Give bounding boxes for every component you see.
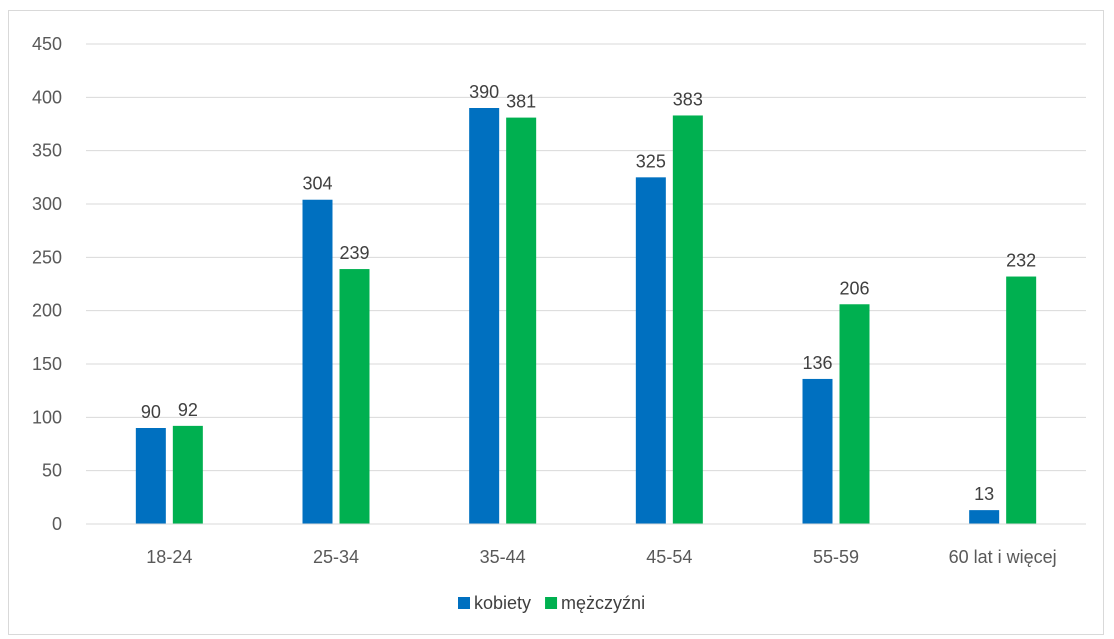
bars: [135, 108, 1037, 525]
y-tick-label: 150: [32, 354, 62, 374]
legend-swatch: [545, 597, 558, 609]
data-label: 90: [141, 402, 161, 422]
data-label: 206: [839, 278, 869, 298]
bar-mezczyzni: [172, 425, 203, 524]
y-tick-label: 200: [32, 301, 62, 321]
y-tick-label: 250: [32, 247, 62, 267]
legend-label: mężczyźni: [561, 593, 645, 613]
bar-mezczyzni: [506, 117, 537, 524]
legend-swatch: [458, 597, 470, 609]
bar-mezczyzni: [339, 269, 370, 524]
y-tick-label: 400: [32, 87, 62, 107]
x-tick-label: 45-54: [646, 547, 692, 567]
bar-mezczyzni: [839, 304, 870, 524]
data-label: 383: [673, 89, 703, 109]
x-tick-label: 35-44: [480, 547, 526, 567]
y-tick-label: 300: [32, 194, 62, 214]
legend-label: kobiety: [474, 593, 531, 613]
data-label: 239: [339, 243, 369, 263]
x-tick-label: 60 lat i więcej: [949, 547, 1057, 567]
data-labels: 90 92 304 239 390 381 325 383 136 206 13 232: [141, 82, 1036, 504]
bar-kobiety: [469, 108, 500, 524]
data-label: 13: [974, 484, 994, 504]
data-label: 325: [636, 151, 666, 171]
x-tick-label: 25-34: [313, 547, 359, 567]
data-label: 92: [178, 400, 198, 420]
bar-kobiety: [969, 510, 1000, 524]
y-tick-label: 100: [32, 407, 62, 427]
y-tick-label: 50: [42, 461, 62, 481]
bar-kobiety: [635, 177, 666, 525]
bar-kobiety: [802, 378, 833, 524]
y-axis: 0 50 100 150 200 250 300 350 400 450: [32, 34, 62, 534]
bar-kobiety: [302, 199, 333, 524]
bar-mezczyzni: [672, 115, 703, 524]
chart-frame: [8, 10, 1104, 635]
bar-mezczyzni: [1006, 276, 1037, 524]
gridlines: [86, 43, 1086, 525]
data-label: 232: [1006, 251, 1036, 271]
x-axis: 18-24 25-34 35-44 45-54 55-59 60 lat i więcej: [86, 523, 1086, 567]
legend: kobiety mężczyźni: [458, 593, 645, 613]
data-label: 390: [469, 82, 499, 102]
y-tick-label: 0: [52, 514, 62, 534]
y-tick-label: 450: [32, 34, 62, 54]
bar-kobiety: [135, 428, 166, 524]
y-tick-label: 350: [32, 141, 62, 161]
data-label: 381: [506, 92, 536, 112]
x-tick-label: 55-59: [813, 547, 859, 567]
data-label: 304: [302, 174, 332, 194]
x-tick-label: 18-24: [146, 547, 192, 567]
data-label: 136: [802, 353, 832, 373]
